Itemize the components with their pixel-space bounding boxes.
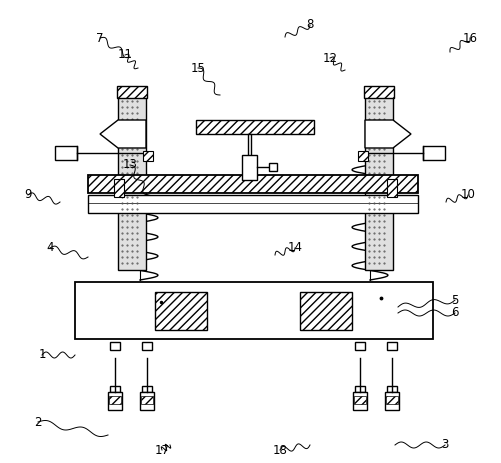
Text: 14: 14 [287, 242, 302, 255]
Bar [385, 396, 397, 404]
Text: 4: 4 [46, 242, 54, 255]
Bar [354, 342, 364, 350]
Bar [114, 179, 124, 197]
Text: 12: 12 [322, 51, 337, 64]
Bar [143, 151, 153, 161]
Bar [88, 195, 417, 213]
Bar [357, 151, 367, 161]
Bar [142, 386, 152, 392]
Bar [109, 396, 121, 404]
Bar [155, 292, 206, 330]
Bar [364, 90, 392, 270]
Bar [353, 396, 365, 404]
Bar [75, 282, 432, 339]
Text: 3: 3 [440, 438, 448, 451]
Bar [140, 392, 154, 410]
Bar [269, 163, 277, 171]
Text: 1: 1 [38, 349, 46, 362]
Bar [118, 90, 146, 270]
Bar [386, 386, 396, 392]
Bar [352, 392, 366, 410]
Bar [117, 86, 147, 98]
Bar [141, 396, 153, 404]
Bar [422, 146, 444, 160]
Text: 15: 15 [190, 62, 205, 75]
Text: 8: 8 [306, 19, 313, 31]
Text: 18: 18 [272, 444, 287, 457]
Bar [386, 342, 396, 350]
Text: 17: 17 [154, 444, 169, 457]
Bar [110, 342, 120, 350]
Text: 13: 13 [122, 158, 137, 171]
Bar [108, 392, 122, 410]
Bar [142, 342, 152, 350]
Bar [384, 392, 398, 410]
Polygon shape [364, 120, 410, 148]
Text: 6: 6 [450, 307, 458, 319]
Text: 9: 9 [24, 188, 32, 201]
Text: 16: 16 [461, 31, 476, 44]
Text: 2: 2 [34, 415, 42, 428]
Bar [241, 155, 257, 180]
Bar [110, 386, 120, 392]
Bar [363, 86, 393, 98]
Text: 11: 11 [117, 49, 132, 62]
Bar [195, 120, 313, 134]
Bar [386, 179, 396, 197]
Bar [88, 175, 417, 193]
Text: 5: 5 [450, 294, 458, 307]
Polygon shape [100, 120, 146, 148]
Text: 10: 10 [459, 188, 474, 201]
Bar [354, 386, 364, 392]
Bar [300, 292, 351, 330]
Text: 7: 7 [96, 31, 104, 44]
Bar [55, 146, 77, 160]
